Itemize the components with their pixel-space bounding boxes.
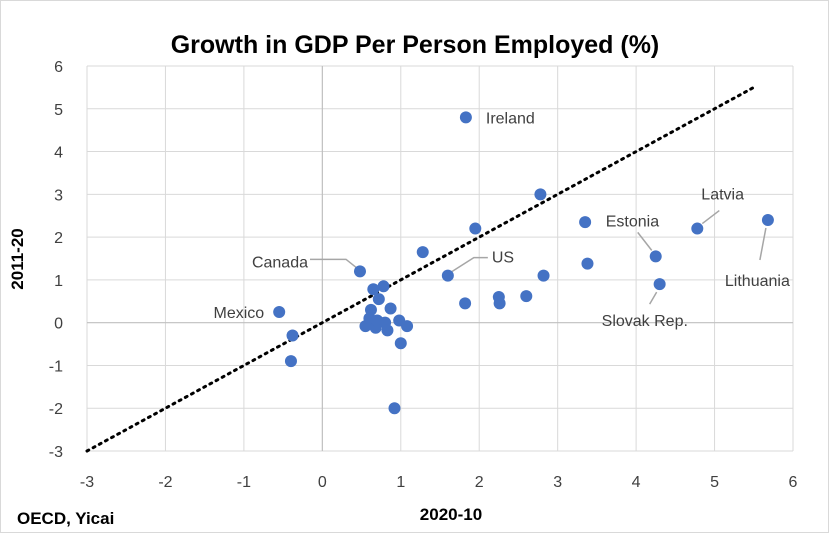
annotation-leader — [648, 291, 658, 305]
annotation-leader — [701, 209, 720, 225]
data-point — [372, 293, 385, 306]
x-tick-label: -3 — [80, 474, 94, 491]
data-point — [761, 214, 774, 226]
annotation-label: Latvia — [701, 187, 744, 204]
y-tick-label: 6 — [54, 59, 63, 76]
data-point — [401, 320, 414, 333]
x-tick-label: -2 — [158, 474, 172, 491]
annotations: Ireland Canada US Mexico Estonia Latvia Lithua… — [214, 110, 790, 330]
data-point — [534, 188, 547, 201]
annotation-leader — [759, 227, 767, 261]
data-point — [649, 250, 662, 263]
data-point — [394, 337, 407, 350]
data-point — [367, 283, 380, 296]
annotation-leaders — [309, 209, 767, 305]
x-axis-title: 2020-10 — [420, 505, 482, 524]
x-tick-label: 5 — [710, 474, 719, 491]
y-axis-title: 2011-20 — [8, 228, 27, 289]
data-point — [388, 402, 401, 415]
data-point — [441, 269, 454, 282]
data-point — [653, 278, 666, 291]
annotation-label: Canada — [252, 254, 308, 271]
data-point — [691, 222, 704, 235]
y-tick-label: -2 — [49, 401, 63, 418]
y-tick-label: 0 — [54, 316, 63, 333]
annotation-label: Ireland — [486, 110, 535, 127]
y-tick-label: 4 — [54, 145, 63, 162]
x-tick-label: 4 — [632, 474, 641, 491]
data-point — [537, 269, 550, 282]
data-point — [416, 246, 429, 259]
data-point — [520, 290, 533, 303]
annotation-leader — [309, 258, 357, 268]
data-point — [381, 324, 394, 337]
data-point — [581, 257, 594, 270]
y-tick-label: 5 — [54, 102, 63, 119]
x-tick-label: 1 — [396, 474, 405, 491]
annotation-leader — [451, 256, 488, 273]
data-point — [384, 302, 397, 315]
annotation-label: Mexico — [214, 305, 265, 322]
data-point — [469, 222, 482, 235]
data-point — [273, 305, 286, 318]
x-tick-label: 3 — [553, 474, 562, 491]
x-tick-label: 0 — [318, 474, 327, 491]
data-point — [459, 297, 472, 310]
grid-lines — [86, 65, 794, 452]
source-note: OECD, Yicai — [17, 509, 114, 528]
x-tick-label: 2 — [475, 474, 484, 491]
annotation-leader — [637, 231, 653, 251]
chart-title: Growth in GDP Per Person Employed (%) — [171, 31, 660, 59]
trendline-dotted — [85, 85, 756, 453]
data-points — [273, 111, 774, 415]
data-point — [459, 111, 472, 124]
annotation-label: US — [492, 250, 514, 267]
annotation-label: Lithuania — [725, 273, 790, 290]
data-point — [377, 280, 390, 293]
data-point — [286, 329, 299, 342]
x-tick-labels: -3 -2 -1 0 1 2 3 4 5 6 — [80, 474, 798, 491]
data-point — [364, 303, 377, 316]
axis-lines — [87, 66, 793, 451]
trendline — [85, 85, 756, 453]
annotation-label: Estonia — [606, 213, 659, 230]
y-tick-label: -1 — [49, 358, 63, 375]
data-point — [284, 355, 297, 368]
x-tick-label: -1 — [237, 474, 251, 491]
data-point — [353, 265, 366, 278]
y-tick-label: 1 — [54, 273, 63, 290]
y-tick-label: -3 — [49, 444, 63, 461]
x-tick-label: 6 — [789, 474, 798, 491]
y-tick-label: 2 — [54, 230, 63, 247]
annotation-label: Slovak Rep. — [602, 313, 688, 330]
y-tick-labels: -3 -2 -1 0 1 2 3 4 5 6 — [49, 59, 63, 461]
data-point — [493, 297, 506, 310]
data-point — [579, 216, 592, 229]
y-tick-label: 3 — [54, 187, 63, 204]
